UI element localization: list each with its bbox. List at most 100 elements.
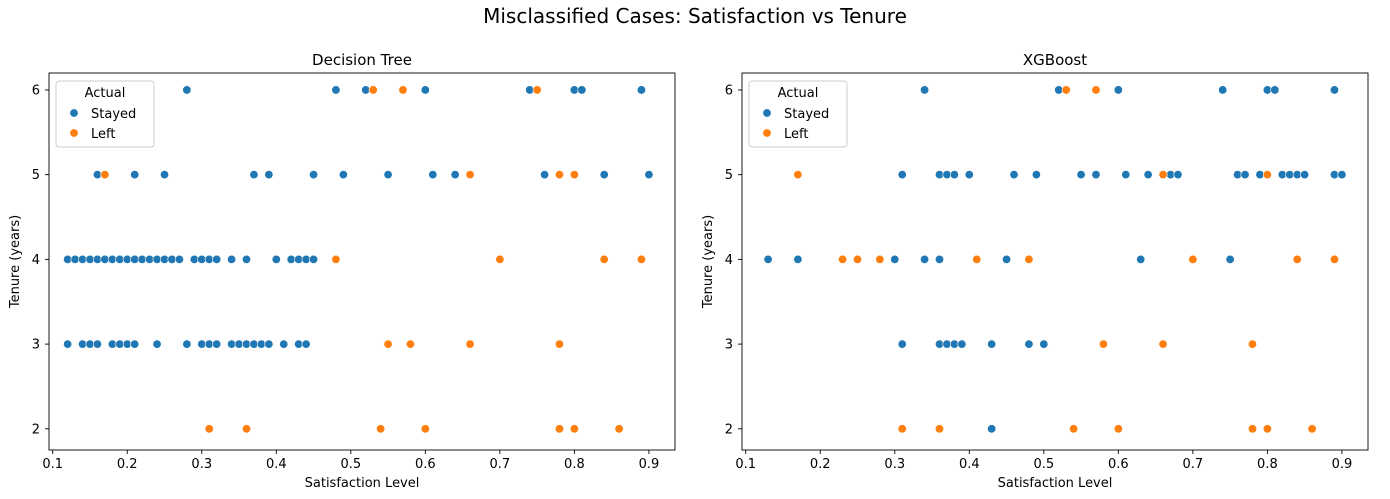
data-point-stayed [115,339,125,349]
legend-label-stayed: Stayed [91,107,136,122]
y-axis-label: Tenure (years) [701,215,716,309]
data-point-left [1024,254,1034,264]
data-point-left [554,170,564,180]
legend-label-left: Left [91,127,115,142]
y-tick-label: 4 [725,253,733,268]
data-point-stayed [1136,254,1146,264]
y-tick-label: 2 [32,422,40,437]
data-point-left [636,254,646,264]
figure-suptitle: Misclassified Cases: Satisfaction vs Ten… [483,4,907,28]
data-point-left [569,170,579,180]
x-tick-label: 0.4 [266,457,287,472]
data-point-left [241,424,251,434]
data-point-stayed [122,339,132,349]
data-point-stayed [78,254,88,264]
data-point-left [532,85,542,95]
plot-frame [48,72,676,451]
x-tick-label: 0.2 [810,457,831,472]
data-point-stayed [987,424,997,434]
data-point-stayed [137,254,147,264]
data-point-stayed [1031,170,1041,180]
x-tick-label: 0.3 [884,457,905,472]
series-stayed [763,85,1347,434]
x-axis-label: Satisfaction Level [305,476,420,491]
data-point-stayed [1292,170,1302,180]
data-point-stayed [309,254,319,264]
data-point-left [554,339,564,349]
data-point-stayed [286,254,296,264]
y-tick-label: 2 [725,422,733,437]
data-point-left [465,170,475,180]
data-point-stayed [1076,170,1086,180]
data-point-left [398,85,408,95]
data-point-stayed [1091,170,1101,180]
data-point-left [368,85,378,95]
data-point-stayed [1337,170,1347,180]
data-point-stayed [934,254,944,264]
legend-title: Actual [85,86,126,101]
panel-xgboost: XGBoost 0.1 0.2 0.3 0.4 0.5 0.6 0.7 0.8 0.9 2 3 4 5 6 S… [701,51,1369,491]
legend: Actual Stayed Left [55,80,155,148]
x-tick-label: 0.6 [1108,457,1129,472]
data-point-stayed [793,254,803,264]
x-axis-label: Satisfaction Level [998,476,1113,491]
data-point-left [1113,424,1123,434]
data-point-left [1158,170,1168,180]
data-point-stayed [942,339,952,349]
data-point-stayed [115,254,125,264]
legend-title: Actual [778,86,819,101]
data-point-stayed [122,254,132,264]
x-tick-label: 0.7 [1183,457,1204,472]
data-point-stayed [934,170,944,180]
data-point-left [838,254,848,264]
data-point-stayed [264,170,274,180]
x-tick-label: 0.9 [1332,457,1353,472]
data-point-stayed [763,254,773,264]
data-point-stayed [204,339,214,349]
data-point-stayed [85,254,95,264]
data-point-stayed [63,254,73,264]
data-point-stayed [197,339,207,349]
data-point-stayed [1173,170,1183,180]
data-point-stayed [241,339,251,349]
data-point-stayed [540,170,550,180]
data-point-stayed [256,339,266,349]
series-left [100,85,646,434]
data-point-stayed [1121,170,1131,180]
legend-box [55,80,155,148]
data-point-stayed [152,339,162,349]
data-point-stayed [569,85,579,95]
data-point-left [972,254,982,264]
data-point-left [1061,85,1071,95]
x-tick-label: 0.4 [959,457,980,472]
data-point-left [1307,424,1317,434]
data-point-stayed [279,339,289,349]
data-point-left [875,254,885,264]
series-left [793,85,1339,434]
data-point-stayed [525,85,535,95]
data-point-stayed [167,254,177,264]
data-point-stayed [182,339,192,349]
data-point-stayed [1329,85,1339,95]
legend-label-left: Left [784,127,808,142]
data-point-left [331,254,341,264]
data-point-stayed [70,254,80,264]
data-point-left [614,424,624,434]
data-point-stayed [160,170,170,180]
data-point-left [793,170,803,180]
data-point-left [495,254,505,264]
data-point-stayed [934,339,944,349]
data-point-left [1091,85,1101,95]
x-tick-label: 0.7 [490,457,511,472]
data-point-left [1262,170,1272,180]
y-tick-label: 4 [32,253,40,268]
data-point-left [599,254,609,264]
data-point-stayed [309,170,319,180]
data-point-left [934,424,944,434]
data-point-left [1069,424,1079,434]
data-point-stayed [949,339,959,349]
legend: Actual Stayed Left [748,80,848,148]
data-point-stayed [361,85,371,95]
data-point-stayed [957,339,967,349]
